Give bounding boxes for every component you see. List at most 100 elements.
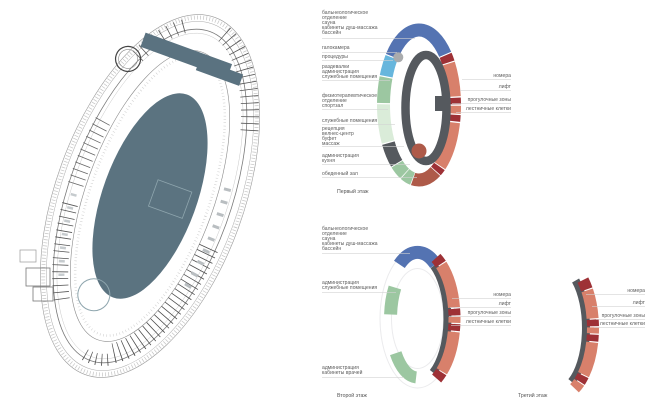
zone-stair: [439, 52, 455, 65]
leader-line: [322, 38, 415, 39]
service-slab-2: [195, 58, 244, 86]
zone-stair: [430, 162, 445, 176]
leader-line: [322, 376, 404, 378]
zone-label: процедуры: [322, 54, 348, 60]
zone-reception: [391, 160, 410, 179]
zone-label-line: спортзал: [322, 102, 344, 109]
zone-label-line: обеденный зал: [322, 170, 358, 177]
leader-line: [322, 80, 390, 81]
zone-label: лестничные клетки: [465, 105, 511, 112]
zone-stair: [447, 323, 461, 332]
corridor-outline: [56, 32, 244, 360]
outer-wall-outline: [40, 14, 260, 378]
leader-line: [451, 325, 511, 326]
inner-wall-outline: [52, 28, 248, 364]
caption-floor2: Второй этаж: [337, 393, 367, 399]
zone-label: раздевалки администрация служебные помещен…: [322, 63, 378, 80]
zone-kitchen: [400, 169, 416, 185]
zone-stair: [577, 277, 593, 292]
leader-line: [322, 164, 410, 165]
zone-label-line: прогулочные зоны: [601, 312, 645, 319]
annex-room: [32, 286, 54, 302]
zone-label-line: лестничные клетки: [465, 319, 511, 325]
zone-label: номера: [627, 288, 645, 294]
facade-tick-ring: [41, 15, 259, 377]
zone-label-line: служебные помещения: [322, 73, 378, 80]
zone-balneology: [385, 23, 452, 59]
zone-label: галокамера: [322, 45, 350, 51]
leader-line: [456, 111, 511, 113]
zone-dining: [410, 166, 441, 187]
zone-rooms: [434, 121, 460, 170]
zone-label-line: галокамера: [322, 45, 350, 51]
corridor-arc: [568, 278, 590, 385]
zone-label: рецепция велнес-центр буфет массаж: [322, 126, 354, 147]
zone-label-line: отделение: [322, 97, 347, 104]
zone-label: администрация кухня: [322, 153, 359, 164]
dining-dot: [411, 143, 427, 159]
pool-basin: [92, 93, 208, 299]
zone-label-line: бальнеологическое: [322, 226, 369, 232]
zone-rooms: [570, 378, 585, 393]
floor2-zone-diagram: [379, 245, 461, 389]
zone-label-line: лифт: [498, 84, 511, 90]
walkway-tab: [435, 96, 449, 111]
zone-label-line: номера: [627, 288, 645, 294]
round-room-inner: [118, 49, 138, 69]
zone-label: физиотерапевтическое отделение спортзал: [322, 92, 378, 109]
zone-rooms: [581, 288, 599, 319]
zone-label-line: кабинеты душ-массажа: [322, 241, 378, 248]
halotherapy-dot: [393, 52, 404, 63]
leader-line: [450, 307, 511, 308]
zone-administration: [384, 285, 402, 315]
leader-line: [322, 52, 397, 53]
leader-line: [322, 291, 396, 293]
zone-label-line: лестничные клетки: [465, 105, 511, 112]
zone-label-line: администрация: [322, 364, 359, 371]
zone-stair: [574, 372, 589, 385]
zone-stair: [431, 368, 447, 383]
zone-label: администрация служебные помещения: [322, 280, 378, 292]
zone-label-line: администрация: [322, 68, 359, 75]
zone-label-line: раздевалки: [322, 63, 350, 70]
floor3-zone-diagram: [568, 277, 600, 393]
zone-label-line: служебные помещения: [322, 117, 378, 124]
zone-label-line: велнес-центр: [322, 130, 354, 137]
leader-line: [596, 318, 645, 320]
zone-doctors: [390, 351, 418, 384]
zone-label-line: кабинеты врачей: [322, 369, 363, 376]
zone-label: номера: [493, 291, 511, 298]
zone-label-line: сауна: [322, 20, 336, 27]
leader-line: [462, 78, 511, 80]
zone-stair: [447, 114, 461, 122]
zone-label-line: бассейн: [322, 30, 342, 37]
zone-label-line: сауна: [322, 236, 336, 243]
zone-label-line: буфет: [322, 135, 337, 142]
leader-line: [592, 306, 645, 307]
zone-procedures: [379, 54, 398, 78]
zone-service: [382, 141, 403, 167]
zone-label-line: номера: [493, 72, 511, 79]
zone-rooms: [578, 341, 599, 378]
annex-room: [19, 249, 37, 263]
leader-line: [452, 102, 511, 104]
pool-rect-mark: [147, 179, 193, 219]
zone-label-line: бальнеологическое: [322, 10, 369, 16]
zone-label-line: физиотерапевтическое: [322, 92, 378, 99]
floor1-zone-diagram: [376, 23, 461, 187]
zone-label-line: бассейн: [322, 246, 342, 253]
zone-stair: [431, 253, 446, 268]
floor-plan: [40, 14, 260, 378]
zone-label-line: администрация: [322, 153, 359, 159]
zone-balneology: [394, 245, 441, 269]
zone-label-line: служебные помещения: [322, 285, 378, 292]
zone-label: лестничные клетки: [465, 319, 511, 325]
zone-label-line: лифт: [632, 300, 645, 306]
walkway-tick-ring: [73, 55, 227, 337]
zone-label-line: номера: [493, 291, 511, 298]
zone-rooms: [436, 331, 460, 375]
zone-label: лифт: [498, 84, 511, 90]
zone-label: обеденный зал: [322, 170, 358, 177]
zone-label-line: массаж: [322, 140, 340, 147]
